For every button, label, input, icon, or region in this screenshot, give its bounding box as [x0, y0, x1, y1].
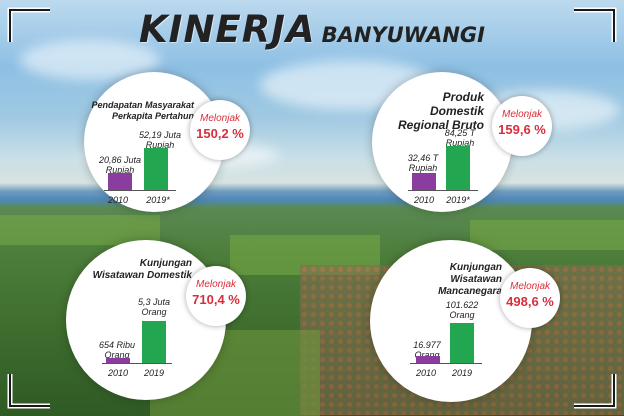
corner-frame-bottom-right: [570, 370, 618, 410]
value-line: 32,46 T: [407, 153, 439, 163]
corner-frame-top-right: [570, 6, 618, 46]
badge-percent: 150,2 %: [196, 126, 244, 141]
panel-foreign-tourists-bar-2010: [416, 356, 440, 363]
panel-pdrb-title-line1: Produk Domestik: [429, 90, 484, 119]
panel-income-year-2019: 2019*: [146, 195, 170, 205]
panel-pdrb-value-2019: 84,25 T Rupiah: [436, 128, 484, 148]
panel-foreign-tourists-title: Kunjungan Wisatawan Mancanegara: [388, 262, 502, 297]
panel-income-title: Pendapatan Masyarakat Perkapita Pertahun: [90, 100, 194, 121]
panel-domestic-tourists-title-line1: Kunjungan: [139, 258, 192, 269]
badge-percent: 159,6 %: [498, 122, 546, 137]
panel-domestic-tourists-year-2010: 2010: [107, 368, 129, 378]
value-line: 654 Ribu: [98, 340, 136, 350]
title-main: KINERJA: [139, 8, 316, 51]
value-line: 16.977: [413, 340, 441, 350]
panel-foreign-tourists-year-2010: 2010: [415, 368, 437, 378]
value-line: 20,86 Juta: [98, 155, 142, 165]
panel-domestic-tourists-axis: [102, 363, 172, 364]
panel-pdrb-badge: Melonjak 159,6 %: [492, 96, 552, 156]
corner-frame-top-left: [6, 6, 54, 46]
value-line: Rupiah: [445, 138, 475, 149]
value-line: Orang: [449, 310, 475, 321]
panel-pdrb-value-2010: 32,46 T Rupiah: [400, 153, 446, 173]
value-line: 52,19 Juta: [138, 130, 182, 140]
panel-pdrb-title: Produk Domestik Regional Bruto: [388, 90, 484, 132]
corner-frame-bottom-left: [6, 370, 54, 410]
value-line: 84,25 T: [444, 128, 476, 138]
panel-foreign-tourists-value-2010: 16.977 Orang: [404, 340, 450, 360]
value-line: Rupiah: [408, 163, 438, 174]
panel-pdrb-title-line2: Regional Bruto: [398, 118, 484, 133]
panel-domestic-tourists-year-2019: 2019: [143, 368, 165, 378]
value-line: Rupiah: [145, 140, 175, 151]
panel-foreign-tourists-title-line2: Wisatawan Mancanegara: [438, 273, 502, 297]
panel-income-badge: Melonjak 150,2 %: [190, 100, 250, 160]
value-line: Orang: [104, 350, 130, 361]
badge-percent: 498,6 %: [506, 294, 554, 309]
panel-income-year-2010: 2010: [107, 195, 129, 205]
value-line: Orang: [141, 307, 167, 318]
panel-domestic-tourists-title: Kunjungan Wisatawan Domestik: [84, 258, 192, 282]
panel-foreign-tourists-title-line1: Kunjungan: [449, 262, 502, 273]
panel-income-bar-2019: [144, 148, 168, 190]
panel-foreign-tourists-value-2019: 101.622 Orang: [438, 300, 486, 320]
badge-label: Melonjak: [199, 113, 241, 124]
panel-domestic-tourists-value-2019: 5,3 Juta Orang: [130, 297, 178, 317]
panel-foreign-tourists-badge: Melonjak 498,6 %: [500, 268, 560, 328]
panel-pdrb-bar-2019: [446, 146, 470, 190]
badge-label: Melonjak: [509, 281, 551, 292]
panel-income-axis: [104, 190, 176, 191]
panel-income-title-line1: Pendapatan Masyarakat: [91, 100, 194, 110]
panel-domestic-tourists-bar-2019: [142, 321, 166, 363]
panel-income-value-2010: 20,86 Juta Rupiah: [96, 155, 144, 175]
value-line: Orang: [414, 350, 440, 361]
panel-foreign-tourists-axis: [410, 363, 482, 364]
panel-foreign-tourists-year-2019: 2019: [451, 368, 473, 378]
panel-foreign-tourists-bar-2019: [450, 323, 474, 363]
panel-pdrb-bar-2010: [412, 173, 436, 190]
panel-income-bar-2010: [108, 173, 132, 190]
panel-domestic-tourists-value-2010: 654 Ribu Orang: [94, 340, 140, 360]
panel-domestic-tourists-title-line2: Wisatawan Domestik: [92, 269, 192, 281]
panel-foreign-tourists: [370, 240, 532, 402]
panel-pdrb-year-2010: 2010: [413, 195, 435, 205]
badge-label: Melonjak: [501, 109, 543, 120]
panel-pdrb: [372, 72, 512, 212]
badge-label: Melonjak: [195, 279, 237, 290]
panel-pdrb-axis: [408, 190, 478, 191]
value-line: 101.622: [445, 300, 479, 310]
panel-pdrb-year-2019: 2019*: [446, 195, 470, 205]
page-title: KINERJA BANYUWANGI: [0, 8, 624, 51]
panel-income-value-2019: 52,19 Juta Rupiah: [136, 130, 184, 150]
value-line: 5,3 Juta: [137, 297, 171, 307]
title-sub: BANYUWANGI: [321, 23, 485, 47]
panel-income-title-line2: Perkapita Pertahun: [111, 110, 194, 121]
badge-percent: 710,4 %: [192, 292, 240, 307]
panel-domestic-tourists-badge: Melonjak 710,4 %: [186, 266, 246, 326]
value-line: Rupiah: [105, 165, 135, 176]
panel-domestic-tourists-bar-2010: [106, 357, 130, 363]
